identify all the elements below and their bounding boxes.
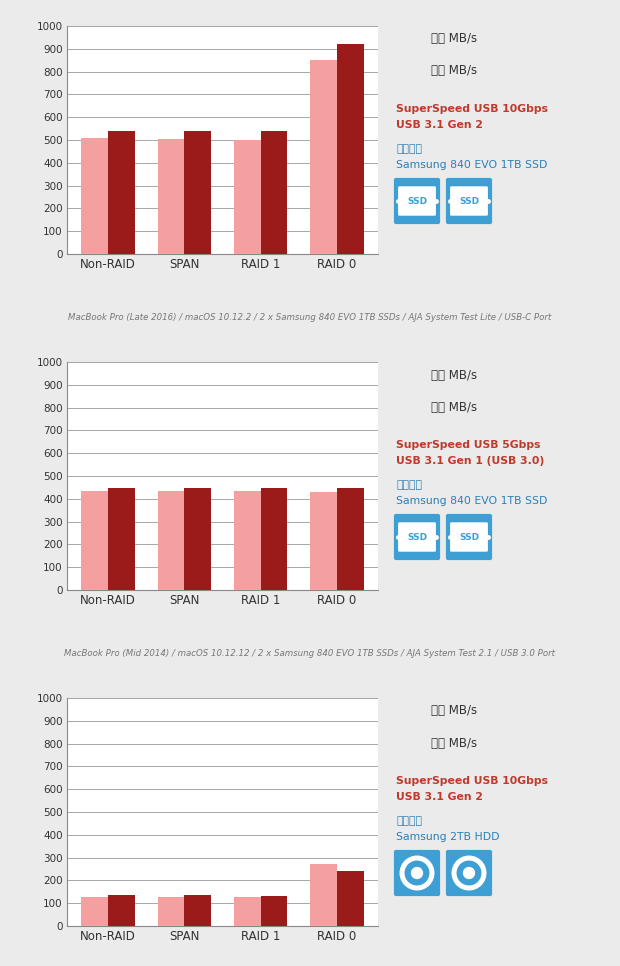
Bar [157, 896, 184, 926]
Bar [108, 130, 135, 254]
Text: 讀取 MB/s: 讀取 MB/s [431, 704, 477, 718]
Bar [260, 488, 288, 590]
Text: 傳統硬碟: 傳統硬碟 [396, 816, 422, 826]
Text: 固態硬碟: 固態硬碟 [396, 480, 422, 490]
Text: 讀取 MB/s: 讀取 MB/s [431, 368, 477, 382]
Circle shape [464, 867, 474, 878]
FancyBboxPatch shape [398, 523, 436, 552]
FancyBboxPatch shape [394, 850, 440, 896]
Bar [260, 895, 288, 926]
Bar [337, 44, 364, 254]
Bar [184, 130, 211, 254]
Bar [311, 60, 337, 254]
Bar [184, 488, 211, 590]
Text: SuperSpeed USB 10Gbps: SuperSpeed USB 10Gbps [396, 776, 548, 786]
Circle shape [405, 862, 429, 885]
Bar [311, 492, 337, 590]
Text: 讀取 MB/s: 讀取 MB/s [431, 33, 477, 45]
Bar [157, 491, 184, 590]
Text: USB 3.1 Gen 1 (USB 3.0): USB 3.1 Gen 1 (USB 3.0) [396, 456, 544, 466]
Bar [337, 488, 364, 590]
Text: SSD: SSD [407, 196, 427, 206]
FancyBboxPatch shape [450, 523, 488, 552]
Bar [108, 895, 135, 926]
Bar [311, 864, 337, 926]
Bar [81, 896, 108, 926]
Bar [337, 870, 364, 926]
Text: USB 3.1 Gen 2: USB 3.1 Gen 2 [396, 792, 483, 802]
Text: SuperSpeed USB 5Gbps: SuperSpeed USB 5Gbps [396, 440, 541, 450]
Bar [108, 488, 135, 590]
Bar [184, 895, 211, 926]
Bar [81, 491, 108, 590]
Circle shape [412, 867, 422, 878]
Text: Samsung 840 EVO 1TB SSD: Samsung 840 EVO 1TB SSD [396, 160, 547, 170]
Text: 寫入 MB/s: 寫入 MB/s [431, 401, 477, 413]
Circle shape [457, 862, 480, 885]
FancyBboxPatch shape [394, 514, 440, 560]
Bar [234, 140, 260, 254]
Text: SSD: SSD [459, 196, 479, 206]
Bar [157, 139, 184, 254]
FancyBboxPatch shape [446, 514, 492, 560]
Text: 寫入 MB/s: 寫入 MB/s [431, 65, 477, 77]
Circle shape [452, 856, 486, 890]
FancyBboxPatch shape [450, 186, 488, 215]
Text: Samsung 840 EVO 1TB SSD: Samsung 840 EVO 1TB SSD [396, 496, 547, 506]
FancyBboxPatch shape [446, 850, 492, 896]
FancyBboxPatch shape [398, 186, 436, 215]
Text: 寫入 MB/s: 寫入 MB/s [431, 736, 477, 750]
Bar [234, 896, 260, 926]
Text: MacBook Pro (Late 2016) / macOS 10.12.2 / 2 x Samsung 840 EVO 1TB SSDs / AJA Sys: MacBook Pro (Late 2016) / macOS 10.12.2 … [68, 314, 552, 323]
Text: SSD: SSD [407, 532, 427, 542]
Bar [234, 491, 260, 590]
Text: Samsung 2TB HDD: Samsung 2TB HDD [396, 832, 500, 842]
Circle shape [400, 856, 434, 890]
Text: USB 3.1 Gen 2: USB 3.1 Gen 2 [396, 120, 483, 130]
Bar [81, 138, 108, 254]
Text: SuperSpeed USB 10Gbps: SuperSpeed USB 10Gbps [396, 104, 548, 114]
Text: SSD: SSD [459, 532, 479, 542]
Bar [260, 130, 288, 254]
Text: MacBook Pro (Mid 2014) / macOS 10.12.12 / 2 x Samsung 840 EVO 1TB SSDs / AJA Sys: MacBook Pro (Mid 2014) / macOS 10.12.12 … [64, 649, 556, 659]
FancyBboxPatch shape [394, 178, 440, 224]
FancyBboxPatch shape [446, 178, 492, 224]
Text: 固態硬碟: 固態硬碟 [396, 144, 422, 154]
